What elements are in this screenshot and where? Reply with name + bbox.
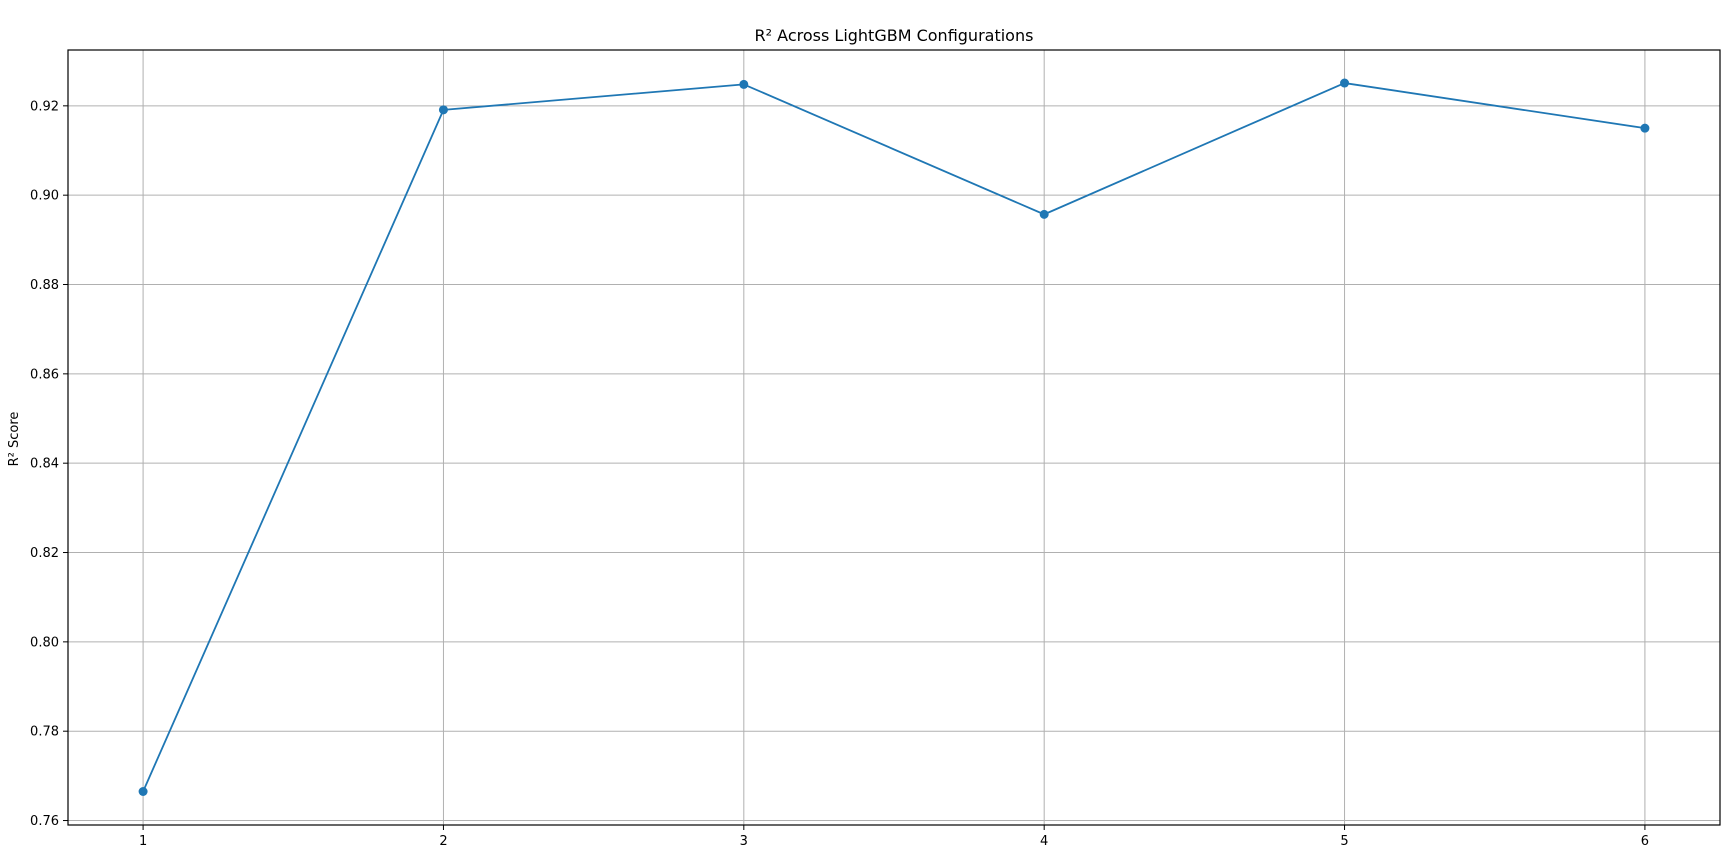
- y-tick-label: 0.76: [30, 814, 59, 829]
- x-tick-label: 6: [1641, 834, 1649, 849]
- y-tick-label: 0.92: [30, 99, 59, 114]
- x-axis-ticks: 1 2 3 4 5 6: [139, 825, 1649, 849]
- x-tick-label: 4: [1040, 834, 1048, 849]
- grid-lines: [68, 50, 1720, 825]
- data-point: [739, 79, 749, 89]
- data-markers: [138, 78, 1650, 796]
- data-point: [1640, 123, 1650, 133]
- x-tick-label: 3: [740, 834, 748, 849]
- y-tick-label: 0.84: [30, 457, 59, 472]
- x-tick-label: 1: [139, 834, 147, 849]
- x-tick-label: 5: [1340, 834, 1348, 849]
- y-axis-ticks: 0.76 0.78 0.80 0.82 0.84 0.86 0.88 0.90 0.92: [30, 99, 68, 829]
- series-line-layer: [142, 82, 1646, 792]
- series-line: [142, 82, 1646, 792]
- data-point: [1039, 209, 1049, 219]
- y-axis-label: R² Score: [7, 412, 22, 467]
- data-point: [438, 105, 448, 115]
- y-tick-label: 0.88: [30, 278, 59, 293]
- y-tick-label: 0.90: [30, 189, 59, 204]
- x-tick-label: 2: [439, 834, 447, 849]
- y-tick-label: 0.78: [30, 725, 59, 740]
- plot-area-frame: [67, 49, 1721, 826]
- y-tick-label: 0.82: [30, 546, 59, 561]
- data-point: [138, 786, 148, 796]
- y-tick-label: 0.86: [30, 367, 59, 382]
- data-point: [1340, 78, 1350, 88]
- y-tick-label: 0.80: [30, 635, 59, 650]
- chart-title: R² Across LightGBM Configurations: [755, 26, 1034, 45]
